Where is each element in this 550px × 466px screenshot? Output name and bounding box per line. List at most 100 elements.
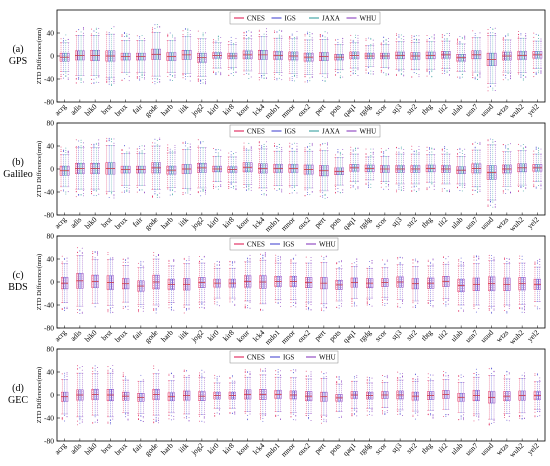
outlier-point bbox=[487, 90, 489, 92]
outlier-point bbox=[446, 33, 448, 34]
outlier-point bbox=[128, 33, 130, 35]
outlier-point bbox=[200, 80, 202, 82]
outlier-point bbox=[144, 73, 145, 75]
outlier-point bbox=[264, 370, 266, 372]
outlier-point bbox=[538, 151, 540, 153]
outlier-point bbox=[433, 185, 435, 187]
outlier-point bbox=[506, 312, 508, 314]
outlier-point bbox=[266, 77, 267, 79]
outlier-point bbox=[140, 262, 142, 264]
outlier-point bbox=[111, 84, 113, 86]
outlier-point bbox=[319, 195, 321, 197]
outlier-point bbox=[309, 31, 311, 33]
outlier-point bbox=[461, 186, 463, 188]
outlier-point bbox=[461, 76, 463, 78]
outlier-point bbox=[445, 415, 447, 417]
outlier-point bbox=[475, 372, 477, 373]
x-tick-label: qaq1 bbox=[341, 102, 358, 119]
outlier-point bbox=[141, 150, 143, 152]
outlier-point bbox=[278, 147, 280, 148]
outlier-point bbox=[336, 307, 338, 308]
outlier-point bbox=[199, 307, 200, 309]
outlier-point bbox=[266, 33, 267, 35]
outlier-point bbox=[396, 34, 397, 36]
outlier-point bbox=[64, 372, 66, 374]
y-axis-label: ZTD Difference(mm) bbox=[36, 28, 43, 84]
outlier-point bbox=[494, 205, 496, 207]
outlier-point bbox=[385, 38, 387, 40]
outlier-point bbox=[418, 74, 420, 76]
outlier-point bbox=[183, 417, 185, 419]
outlier-point bbox=[77, 247, 78, 249]
outlier-point bbox=[248, 189, 250, 191]
outlier-point bbox=[229, 301, 231, 303]
outlier-point bbox=[65, 151, 67, 153]
outlier-point bbox=[125, 259, 127, 260]
outlier-point bbox=[231, 380, 233, 382]
outlier-point bbox=[261, 146, 263, 148]
x-tick-label: adis bbox=[68, 441, 83, 456]
outlier-point bbox=[289, 186, 291, 188]
outlier-point bbox=[322, 35, 324, 37]
x-tick-label: jog2 bbox=[189, 215, 206, 232]
outlier-point bbox=[428, 71, 430, 72]
outlier-point bbox=[128, 190, 130, 192]
x-tick-label: harb bbox=[159, 215, 175, 231]
outlier-point bbox=[342, 189, 344, 191]
outlier-point bbox=[324, 193, 326, 195]
outlier-point bbox=[427, 373, 429, 375]
outlier-point bbox=[426, 75, 428, 77]
outlier-point bbox=[202, 35, 204, 37]
outlier-point bbox=[461, 150, 463, 152]
outlier-point bbox=[156, 26, 158, 28]
outlier-point bbox=[518, 186, 519, 188]
outlier-point bbox=[216, 412, 218, 414]
outlier-point bbox=[158, 417, 159, 419]
outlier-point bbox=[278, 188, 280, 189]
outlier-point bbox=[92, 255, 94, 257]
outlier-point bbox=[488, 422, 490, 424]
outlier-point bbox=[138, 309, 139, 310]
outlier-point bbox=[400, 186, 402, 188]
y-tick-label: -80 bbox=[44, 211, 54, 220]
outlier-point bbox=[431, 71, 433, 73]
x-tick-label: adis bbox=[68, 102, 83, 117]
y-tick-label: 40 bbox=[47, 255, 55, 264]
outlier-point bbox=[112, 369, 114, 371]
outlier-point bbox=[371, 411, 373, 413]
outlier-point bbox=[447, 303, 449, 305]
legend-entry: WHU bbox=[319, 354, 336, 362]
outlier-point bbox=[138, 310, 139, 311]
outlier-point bbox=[201, 302, 203, 304]
outlier-point bbox=[261, 77, 263, 79]
outlier-point bbox=[479, 77, 481, 79]
outlier-point bbox=[383, 150, 385, 152]
outlier-point bbox=[447, 414, 449, 416]
outlier-point bbox=[126, 189, 128, 191]
outlier-point bbox=[125, 262, 127, 264]
outlier-point bbox=[231, 376, 233, 378]
outlier-point bbox=[219, 261, 220, 263]
outlier-point bbox=[460, 418, 462, 420]
outlier-point bbox=[140, 374, 142, 376]
outlier-point bbox=[275, 301, 277, 303]
outlier-point bbox=[217, 188, 219, 190]
outlier-point bbox=[108, 138, 110, 140]
x-tick-label: yel2 bbox=[525, 328, 541, 344]
outlier-point bbox=[492, 141, 494, 143]
outlier-point bbox=[366, 380, 368, 382]
outlier-point bbox=[186, 370, 188, 372]
outlier-point bbox=[398, 188, 400, 190]
outlier-point bbox=[231, 262, 233, 264]
outlier-point bbox=[337, 151, 339, 153]
outlier-point bbox=[220, 37, 222, 39]
outlier-point bbox=[123, 36, 125, 37]
outlier-point bbox=[538, 147, 540, 149]
outlier-point bbox=[352, 149, 354, 151]
outlier-point bbox=[459, 76, 461, 78]
outlier-point bbox=[418, 151, 420, 153]
outlier-point bbox=[433, 148, 435, 150]
outlier-point bbox=[351, 413, 353, 415]
outlier-point bbox=[508, 258, 510, 260]
outlier-point bbox=[128, 191, 130, 193]
